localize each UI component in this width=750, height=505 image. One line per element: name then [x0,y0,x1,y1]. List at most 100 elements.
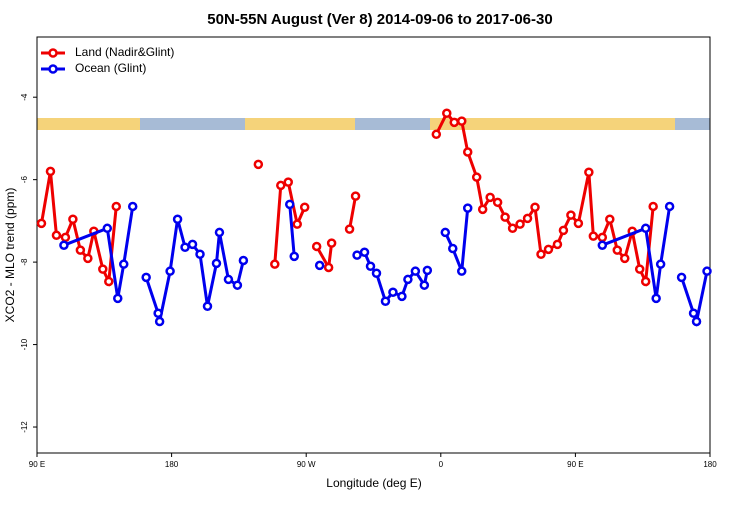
y-axis-label: XCO2 - MLO trend (ppm) [3,188,17,323]
data-point [442,108,452,119]
data-point [352,250,362,260]
data-point [477,204,488,215]
data-point [558,225,569,236]
data-point [154,316,165,327]
data-point [552,239,563,250]
x-tick-label: 180 [703,460,717,469]
data-point [270,259,280,269]
data-point [530,202,540,213]
legend-marker [48,48,58,58]
data-point [60,232,71,243]
plot-frame [36,36,711,454]
data-point [462,203,473,213]
data-point [326,238,337,248]
data-point [431,129,442,140]
data-point [410,266,421,276]
data-point [449,117,460,128]
data-point [500,212,510,222]
chart-title: 50N-55N August (Ver 8) 2014-09-06 to 201… [207,11,552,28]
data-point [522,213,533,224]
data-point [664,201,675,212]
data-point [588,231,599,241]
data-point [507,223,518,234]
x-tick-label: 0 [439,460,444,469]
y-tick-label: -6 [20,176,29,184]
x-tick-label: 180 [165,460,179,469]
data-point [111,201,122,212]
data-point [211,258,222,269]
data-point [597,240,608,250]
data-point [118,259,129,269]
data-point [153,308,163,318]
data-point [323,262,334,273]
data-point [202,301,213,311]
x-axis-label: Longitude (deg E) [326,476,421,490]
series-line [40,110,655,287]
legend-label: Land (Nadir&Glint) [75,45,174,59]
data-point [536,249,546,260]
data-point [232,280,243,290]
data-point [276,180,286,191]
x-tick-label: 90 W [297,460,316,469]
y-tick-label: -8 [20,258,29,266]
data-point [612,245,623,255]
data-point [485,192,495,203]
data-point [104,276,114,287]
data-point [448,243,458,254]
data-point [419,280,430,290]
data-point [691,316,702,327]
x-tick-label: 90 E [29,460,45,469]
data-point [462,147,473,157]
data-point [380,296,391,307]
data-point [515,219,525,229]
legend-label: Ocean (Glint) [75,61,146,75]
data-point [640,276,651,287]
data-point [172,214,183,224]
data-point [238,255,249,266]
data-point [45,166,56,177]
data-point [422,265,433,276]
data-point [365,261,376,271]
data-point [195,249,205,260]
data-point [584,167,594,177]
data-point [359,247,370,257]
data-point [284,199,295,210]
data-point [640,223,651,234]
y-tick-label: -10 [20,338,29,350]
data-point [289,251,299,262]
data-point [456,266,467,276]
data-point [597,232,608,243]
data-point [456,116,467,126]
map-strip [37,118,710,130]
data-point [165,266,175,276]
data-point [371,268,382,278]
data-point [648,201,658,212]
data-point [253,159,264,170]
data-point [292,219,302,229]
data-point [634,264,645,274]
data-point [141,272,151,283]
data-point [223,274,234,285]
data-point [127,201,138,212]
legend-marker [48,64,58,74]
data-point [388,287,398,297]
data-point [350,191,361,201]
data-point [83,253,93,264]
data-point [440,227,451,238]
data-point [314,260,325,271]
data-point [75,245,86,255]
data-point [688,308,699,318]
data-point [113,293,123,304]
data-point [98,264,108,274]
data-point [51,230,62,241]
data-point [214,227,225,238]
data-point [187,239,198,250]
data-point [543,244,554,255]
data-point [180,242,190,253]
data-point [651,293,661,304]
x-tick-label: 90 E [567,460,583,469]
data-point [299,202,310,213]
data-point [344,224,355,234]
data-point [676,272,687,283]
